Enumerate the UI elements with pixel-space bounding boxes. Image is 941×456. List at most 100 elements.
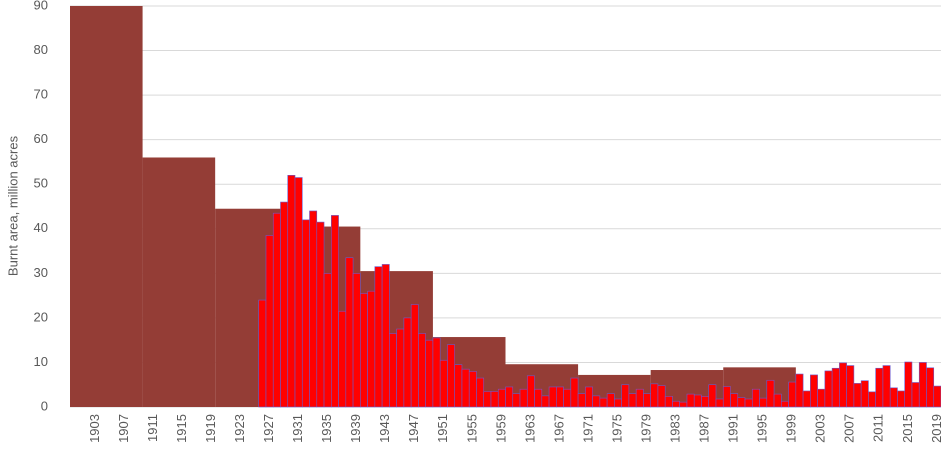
- annual-bar: [643, 393, 651, 408]
- annual-bar: [650, 383, 659, 408]
- annual-bar: [454, 364, 463, 408]
- annual-bar: [795, 373, 804, 408]
- annual-bar: [817, 388, 826, 408]
- annual-bar: [418, 333, 426, 408]
- annual-bar: [614, 398, 622, 408]
- annual-bar: [585, 386, 593, 408]
- x-tick-label: 2003: [813, 414, 828, 443]
- annual-bar: [381, 264, 390, 408]
- annual-bar: [534, 388, 543, 408]
- annual-bar: [846, 365, 855, 408]
- annual-bar: [497, 388, 506, 408]
- annual-bar: [403, 317, 412, 408]
- y-tick-label: 40: [34, 220, 48, 235]
- annual-bar: [519, 388, 528, 408]
- x-tick-label: 1935: [319, 414, 334, 443]
- y-tick-label: 50: [34, 176, 48, 191]
- annual-bar: [918, 362, 927, 408]
- annual-bar: [868, 391, 876, 408]
- x-tick-label: 1911: [145, 414, 160, 442]
- annual-bar: [396, 328, 405, 408]
- annual-bar: [737, 397, 746, 408]
- annual-bar: [425, 339, 434, 408]
- annual-bar: [628, 393, 637, 408]
- x-tick-label: 2019: [929, 414, 941, 443]
- annual-bar: [904, 361, 913, 408]
- annual-bar: [933, 385, 941, 408]
- annual-bar: [556, 386, 564, 408]
- annual-bar: [410, 304, 419, 408]
- annual-bar: [352, 273, 361, 408]
- annual-bar: [802, 390, 811, 408]
- annual-bar: [926, 367, 935, 408]
- annual-bar: [606, 393, 615, 408]
- x-tick-label: 1971: [580, 414, 595, 443]
- annual-bar: [751, 388, 760, 408]
- x-tick-label: 1915: [174, 414, 189, 443]
- x-tick-label: 1975: [609, 414, 624, 443]
- decade-bar: [142, 157, 216, 407]
- annual-bar: [512, 393, 521, 408]
- x-tick-label: 1931: [290, 414, 305, 443]
- annual-bar: [781, 400, 789, 408]
- annual-bar: [432, 337, 441, 408]
- x-tick-label: 1995: [755, 414, 770, 443]
- annual-bar: [287, 175, 296, 408]
- x-tick-label: 1991: [726, 414, 741, 443]
- annual-bar: [592, 395, 601, 408]
- annual-bar: [258, 299, 267, 408]
- x-tick-label: 2015: [900, 414, 915, 443]
- annual-bar: [468, 371, 477, 408]
- annual-bar: [875, 367, 884, 408]
- annual-bar: [483, 391, 492, 408]
- annual-bar: [570, 377, 579, 408]
- x-tick-label: 1927: [261, 414, 276, 443]
- annual-bar: [708, 384, 717, 408]
- annual-bar: [389, 333, 397, 408]
- annual-bar: [635, 388, 644, 408]
- annual-bar: [693, 394, 702, 408]
- annual-bar: [853, 383, 862, 408]
- annual-bar: [621, 384, 630, 408]
- annual-bar: [360, 293, 368, 408]
- x-tick-label: 1983: [668, 414, 683, 443]
- x-tick-label: 1939: [348, 414, 363, 443]
- x-tick-label: 1999: [784, 414, 799, 443]
- x-tick-label: 1967: [551, 414, 566, 443]
- x-tick-label: 1907: [116, 414, 131, 443]
- x-tick-label: 1923: [232, 414, 247, 443]
- x-tick-label: 1979: [638, 414, 653, 443]
- annual-bar: [294, 177, 303, 408]
- x-tick-label: 1963: [522, 414, 537, 443]
- annual-bar: [265, 235, 274, 408]
- annual-bar: [664, 396, 673, 408]
- x-tick-label: 1919: [203, 414, 218, 443]
- annual-bar: [672, 400, 680, 408]
- y-axis-label: Burnt area, million acres: [5, 135, 20, 276]
- annual-bar: [657, 385, 666, 408]
- x-tick-label: 1903: [87, 414, 102, 443]
- annual-bar: [788, 381, 797, 408]
- annual-bar: [476, 377, 485, 408]
- annual-bar: [599, 397, 608, 408]
- annual-bar: [447, 344, 455, 408]
- annual-bar: [722, 386, 731, 408]
- annual-bar: [577, 393, 586, 408]
- annual-bar: [309, 210, 318, 408]
- x-tick-label: 2011: [871, 414, 886, 442]
- annual-bar: [897, 390, 906, 408]
- annual-bar: [911, 382, 920, 408]
- annual-bar: [280, 201, 289, 408]
- annual-bar: [272, 212, 281, 408]
- y-tick-label: 10: [34, 354, 48, 369]
- y-tick-label: 80: [34, 42, 48, 57]
- annual-bar: [773, 393, 782, 408]
- x-tick-label: 1959: [493, 414, 508, 443]
- x-tick-label: 1987: [697, 414, 712, 443]
- x-tick-label: 1943: [377, 414, 392, 443]
- annual-bar: [882, 365, 891, 408]
- annual-bar: [548, 386, 557, 408]
- y-tick-label: 90: [34, 0, 48, 12]
- annual-bar: [744, 398, 753, 408]
